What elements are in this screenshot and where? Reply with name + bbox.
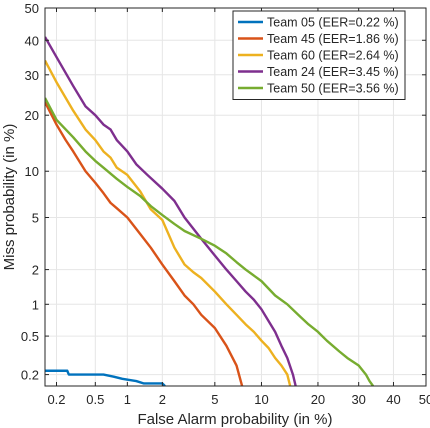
x-tick-label: 0.5 bbox=[86, 392, 104, 407]
x-tick-label: 50 bbox=[419, 392, 430, 407]
plot-frame bbox=[44, 7, 427, 387]
x-tick-label: 0.2 bbox=[47, 392, 65, 407]
y-tick-label: 2 bbox=[32, 263, 39, 278]
y-tick-label: 30 bbox=[25, 68, 39, 83]
x-tick-label: 5 bbox=[211, 392, 218, 407]
legend-label: Team 05 (EER=0.22 %) bbox=[267, 16, 399, 30]
x-tick-label: 1 bbox=[124, 392, 131, 407]
x-tick-label: 2 bbox=[159, 392, 166, 407]
x-tick-label: 30 bbox=[351, 392, 365, 407]
series-line-1 bbox=[45, 369, 166, 386]
y-axis-label: Miss probability (in %) bbox=[1, 124, 18, 271]
series-line-3 bbox=[45, 59, 292, 386]
series-line-4 bbox=[45, 36, 297, 386]
y-tick-label: 20 bbox=[25, 108, 39, 123]
series-lines bbox=[45, 36, 375, 386]
y-tick-label: 1 bbox=[32, 297, 39, 312]
x-axis-label: False Alarm probability (in %) bbox=[137, 411, 332, 428]
series-line-2 bbox=[45, 101, 244, 386]
series-group bbox=[45, 36, 375, 386]
y-tick-label: 50 bbox=[25, 1, 39, 16]
legend: Team 05 (EER=0.22 %) Team 45 (EER=1.86 %)… bbox=[232, 10, 406, 100]
legend-label: Team 50 (EER=3.56 %) bbox=[267, 82, 399, 96]
axis-ticks: 0.2 0.5 1 2 5 10 20 30 40 50 0.2 0.5 1 2 5 10 20 30 40 50 bbox=[21, 1, 430, 407]
y-tick-label: 5 bbox=[32, 211, 39, 226]
x-tick-label: 40 bbox=[386, 392, 400, 407]
x-tick-label: 10 bbox=[254, 392, 268, 407]
legend-label: Team 24 (EER=3.45 %) bbox=[267, 65, 399, 79]
legend-label: Team 60 (EER=2.64 %) bbox=[267, 49, 399, 63]
y-tick-label: 0.2 bbox=[21, 368, 39, 383]
y-tick-label: 0.5 bbox=[21, 329, 39, 344]
legend-label: Team 45 (EER=1.86 %) bbox=[267, 32, 399, 46]
y-tick-label: 10 bbox=[25, 164, 39, 179]
x-tick-label: 20 bbox=[311, 392, 325, 407]
series-line-5 bbox=[45, 97, 375, 386]
y-tick-label: 40 bbox=[25, 33, 39, 48]
